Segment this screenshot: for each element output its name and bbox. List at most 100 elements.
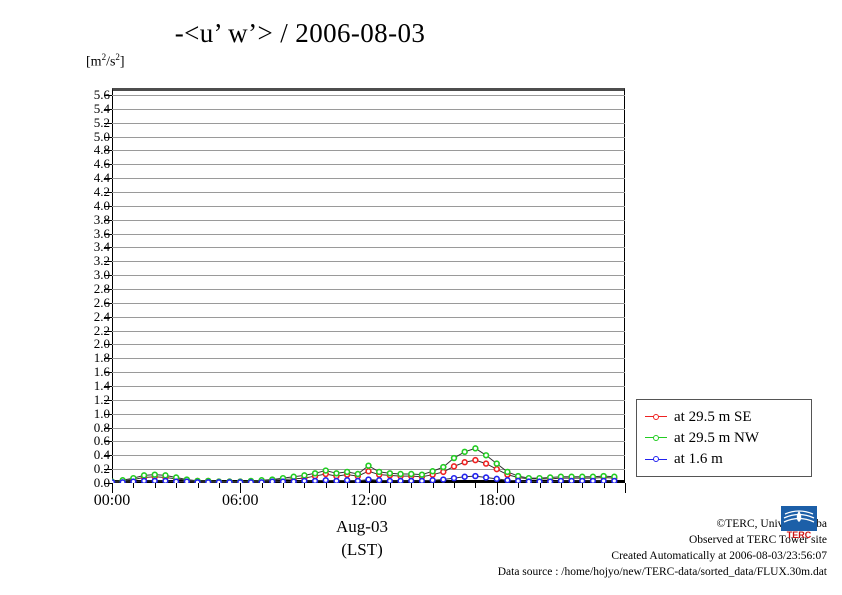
y-axis-tick [104, 122, 112, 124]
y-axis-tick-label: 4.8 [93, 142, 110, 158]
y-axis-tick-label: 0.0 [93, 475, 110, 490]
y-unit-text-mid: /s [106, 54, 116, 70]
y-axis-tick-label: 3.0 [93, 267, 110, 283]
data-point [258, 479, 265, 483]
x-axis-tick-minor [603, 483, 605, 488]
data-point [461, 473, 468, 480]
data-point [354, 477, 362, 483]
y-axis-tick-label: 5.0 [93, 128, 110, 144]
x-axis-tick-minor [389, 483, 391, 488]
x-axis-tick-major [368, 483, 370, 493]
y-axis-tick [104, 136, 112, 138]
x-axis-tick-minor [197, 483, 199, 488]
series-at-29-5-m-nw [112, 445, 618, 483]
gridline [112, 191, 625, 193]
legend-item[interactable]: at 29.5 m NW [645, 430, 803, 446]
y-unit-text: [m [86, 54, 102, 70]
data-point [375, 477, 383, 483]
gridline [112, 205, 625, 207]
y-axis-tick [104, 399, 112, 401]
data-point [408, 477, 415, 483]
x-axis-tick-minor [539, 483, 541, 488]
gridline [112, 275, 625, 277]
plot-frame [112, 88, 625, 483]
y-axis-tick [104, 94, 112, 96]
x-axis-tick-minor [325, 483, 327, 488]
legend-marker-icon [645, 455, 667, 464]
y-axis-tick [104, 261, 112, 263]
gridline [112, 233, 625, 235]
x-axis-tick-major [240, 483, 242, 493]
y-axis-tick [104, 108, 112, 110]
footer-copyright: ©TERC, Univ. Tsukuba [716, 518, 827, 530]
y-axis-tick-label: 4.4 [93, 170, 110, 186]
data-point [461, 459, 468, 466]
svg-text:TERC: TERC [787, 530, 812, 539]
data-point [365, 468, 372, 475]
data-point [472, 472, 479, 480]
y-axis-tick [104, 358, 112, 360]
y-axis-tick-label: 5.4 [93, 100, 110, 116]
x-axis-ticks [112, 483, 626, 495]
y-axis-tick-label: 0.4 [93, 447, 110, 463]
data-point [386, 470, 394, 477]
y-axis-tick-label: 3.4 [93, 239, 110, 255]
x-axis-caption-date: Aug-03 [336, 517, 388, 536]
y-axis-tick [104, 178, 112, 180]
gridline [112, 122, 625, 124]
data-point [611, 477, 618, 483]
data-point [365, 462, 372, 469]
gridline [112, 316, 625, 318]
x-axis-tick-label: 06:00 [222, 492, 259, 509]
y-axis-tick-label: 1.8 [93, 350, 110, 366]
x-axis-tick-minor [411, 483, 413, 488]
y-axis-unit-label: [m2/s2] [86, 52, 125, 71]
data-point [194, 479, 201, 483]
legend-item[interactable]: at 1.6 m [645, 451, 803, 467]
y-axis-tick-label: 2.8 [93, 280, 110, 296]
y-axis-tick [104, 247, 112, 249]
x-axis-tick-minor [283, 483, 284, 488]
data-point [365, 476, 372, 483]
gridline [112, 455, 625, 457]
x-axis-caption: Aug-03 (LST) [262, 515, 462, 561]
data-point [112, 479, 116, 483]
data-point [450, 463, 458, 470]
plot-area [112, 88, 625, 483]
y-axis-tick-label: 0.2 [93, 461, 110, 477]
x-axis-tick-minor [176, 483, 178, 488]
legend-item-label: at 1.6 m [674, 451, 723, 468]
y-axis-tick-label: 2.2 [93, 322, 110, 338]
x-axis-tick-minor [560, 483, 562, 488]
data-point [429, 477, 436, 483]
x-axis-tick-minor [133, 483, 135, 488]
y-axis-tick-label: 2.6 [93, 294, 110, 310]
data-point [514, 477, 522, 483]
y-axis-tick [104, 191, 112, 193]
data-point [504, 477, 511, 483]
data-point [493, 475, 500, 483]
gridline [112, 372, 625, 374]
footer-credits: ©TERC, Univ. Tsukuba Observed at TERC To… [407, 516, 827, 580]
y-axis-tick-label: 2.4 [93, 308, 110, 324]
legend-item[interactable]: at 29.5 m SE [645, 409, 803, 425]
x-axis-tick-minor [475, 483, 477, 488]
gridline [112, 150, 625, 152]
data-point [568, 477, 575, 483]
y-axis-tick-label: 1.2 [93, 391, 110, 407]
y-axis-tick [104, 385, 112, 387]
data-point [311, 477, 319, 483]
data-series-layer [112, 445, 618, 483]
gridline [112, 94, 625, 96]
y-axis-tick [104, 205, 112, 207]
y-axis-ticks [104, 88, 112, 484]
y-axis-tick [104, 483, 112, 484]
gridline [112, 302, 625, 304]
y-axis-tick [104, 372, 112, 374]
data-point [440, 463, 447, 471]
gridline [112, 413, 625, 415]
x-axis-tick-minor [582, 483, 584, 488]
data-point [397, 477, 404, 483]
data-point [600, 477, 607, 483]
data-point [226, 479, 233, 483]
